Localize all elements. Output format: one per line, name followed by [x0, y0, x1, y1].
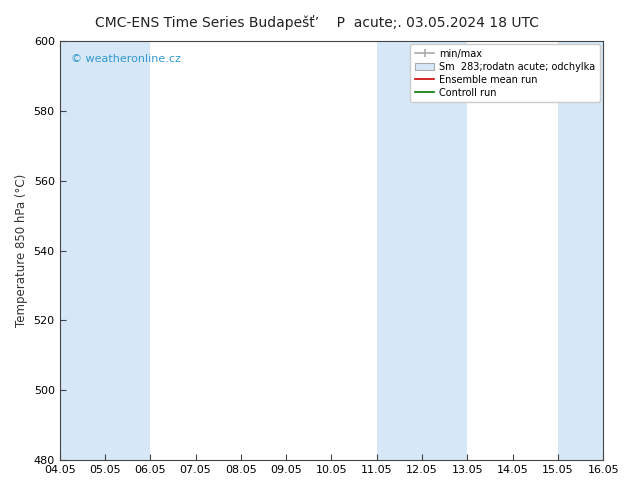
Text: CMC-ENS Time Series Budapešť’    P  acute;. 03.05.2024 18 UTC: CMC-ENS Time Series Budapešť’ P acute;. …	[95, 15, 539, 29]
Y-axis label: Temperature 850 hPa (°C): Temperature 850 hPa (°C)	[15, 174, 28, 327]
Bar	[377, 41, 467, 460]
Bar	[558, 41, 603, 460]
Bar	[60, 41, 150, 460]
Legend: min/max, Sm  283;rodatn acute; odchylka, Ensemble mean run, Controll run: min/max, Sm 283;rodatn acute; odchylka, …	[410, 44, 600, 102]
Text: © weatheronline.cz: © weatheronline.cz	[70, 53, 181, 64]
